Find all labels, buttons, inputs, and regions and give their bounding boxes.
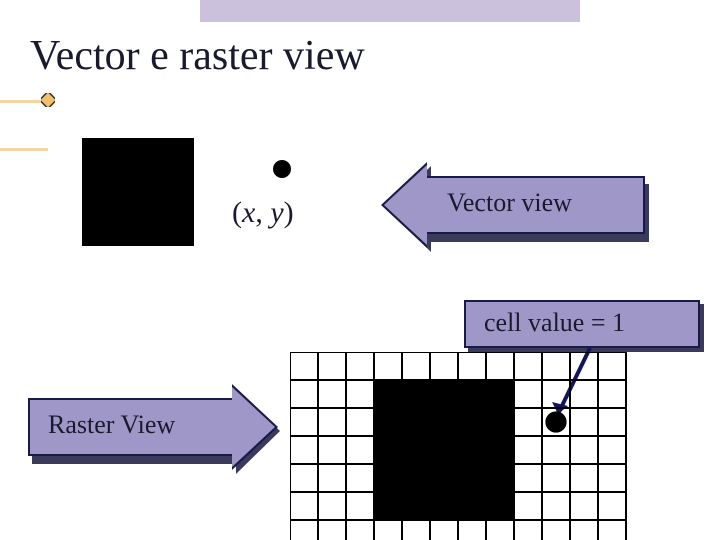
arrow-head-left-fill	[384, 165, 427, 245]
xy-open: (	[232, 196, 242, 229]
raster-filled-rect	[374, 380, 514, 520]
xy-close: )	[284, 196, 294, 229]
cell-value-callout: cell value = 1	[464, 300, 700, 348]
left-rule-2	[0, 148, 48, 151]
xy-comma: ,	[255, 196, 270, 229]
raster-point-dot	[545, 411, 566, 432]
vector-view-label: Vector view	[447, 188, 572, 218]
vector-square	[82, 138, 194, 246]
raster-view-arrow: Raster View	[28, 384, 284, 470]
top-strip	[200, 0, 580, 22]
page-title: Vector e raster view	[30, 32, 365, 80]
arrow-head-right-fill	[232, 387, 275, 467]
raster-view-label: Raster View	[48, 410, 175, 440]
cell-value-label: cell value = 1	[484, 308, 625, 338]
vector-point-dot	[273, 160, 291, 178]
vector-view-arrow: Vector view	[381, 162, 651, 248]
corner-marker-icon	[41, 93, 55, 107]
raster-grid	[290, 352, 630, 540]
xy-label: (x, y)	[232, 196, 294, 230]
xy-y: y	[270, 196, 283, 229]
xy-x: x	[242, 196, 255, 229]
